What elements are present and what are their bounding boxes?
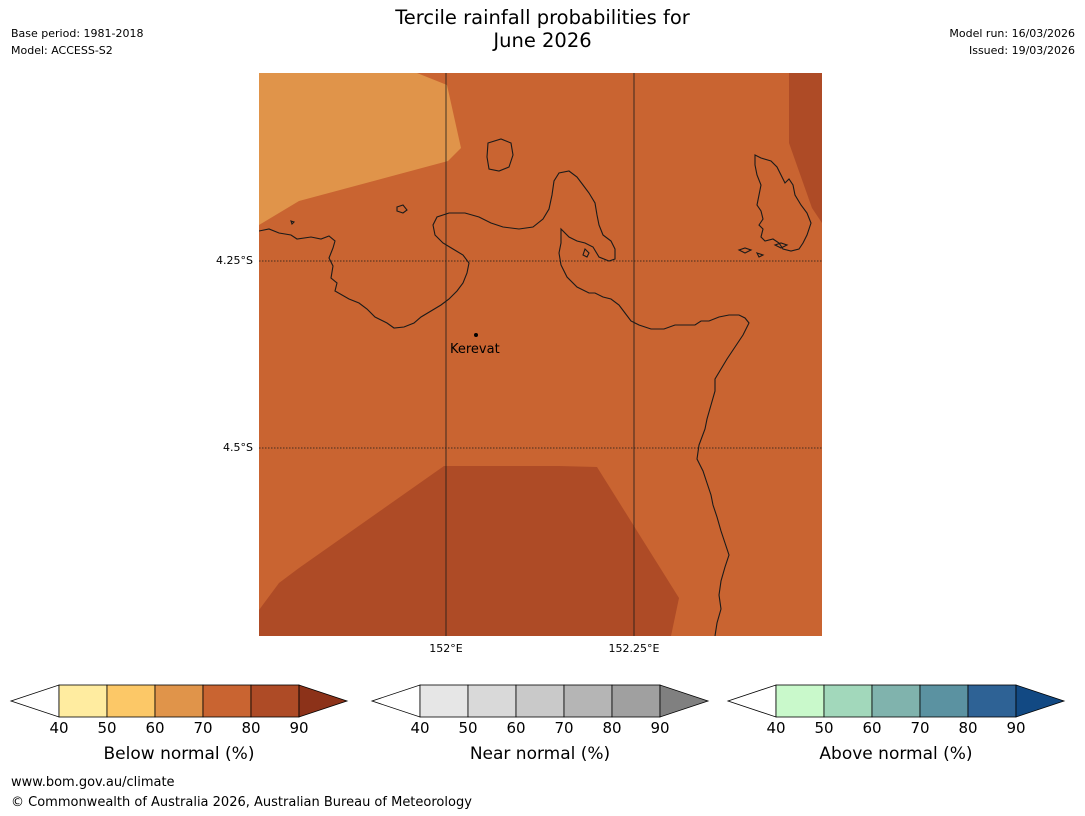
colorbar-segment xyxy=(106,684,156,718)
colorbar-extend-low xyxy=(9,684,60,718)
colorbar-extend-high xyxy=(1015,684,1066,718)
colorbar-tick-label: 60 xyxy=(506,719,526,737)
colorbar-tick-label: 70 xyxy=(193,719,213,737)
colorbar-near-normal xyxy=(370,684,710,718)
map-title: Tercile rainfall probabilities for June … xyxy=(0,6,1085,52)
city-label-kerevat: Kerevat xyxy=(450,342,500,357)
colorbars xyxy=(9,684,1066,718)
colorbar-extend-high xyxy=(659,684,710,718)
lat-label-4-5s: 4.5°S xyxy=(223,441,253,454)
colorbar-segment xyxy=(250,684,300,718)
rainfall-map[interactable] xyxy=(259,73,822,636)
lon-label-152e: 152°E xyxy=(429,642,463,655)
colorbar-segment xyxy=(967,684,1017,718)
colorbar-extend-low xyxy=(370,684,421,718)
region-60-70 xyxy=(259,73,461,225)
colorbar-segment xyxy=(823,684,873,718)
colorbar-segment xyxy=(611,684,661,718)
colorbar-tick-label: 40 xyxy=(410,719,430,737)
colorbar-tick-label: 50 xyxy=(97,719,117,737)
colorbar-tick-label: 70 xyxy=(910,719,930,737)
colorbar-label-below-normal: Below normal (%) xyxy=(103,744,255,764)
colorbar-tick-label: 60 xyxy=(862,719,882,737)
footer-copyright: © Commonwealth of Australia 2026, Austra… xyxy=(11,795,472,810)
colorbar-tick-label: 90 xyxy=(1006,719,1026,737)
colorbar-segment xyxy=(467,684,517,718)
colorbar-segment xyxy=(202,684,252,718)
colorbar-tick-label: 60 xyxy=(145,719,165,737)
coastline xyxy=(259,138,812,636)
colorbar-label-near-normal: Near normal (%) xyxy=(469,744,611,764)
model-text: Model: ACCESS-S2 xyxy=(11,44,113,57)
colorbar-segment xyxy=(515,684,565,718)
colorbar-segment xyxy=(419,684,469,718)
city-marker xyxy=(474,333,478,337)
metadata-right: Model run: 16/03/2026 Issued: 19/03/2026 xyxy=(949,25,1075,59)
title-line-1: Tercile rainfall probabilities for xyxy=(395,6,690,29)
colorbar-tick-label: 70 xyxy=(554,719,574,737)
colorbar-tick-label: 90 xyxy=(289,719,309,737)
colorbar-label-above-normal: Above normal (%) xyxy=(819,744,973,764)
title-line-2: June 2026 xyxy=(493,29,592,52)
colorbar-tick-label: 40 xyxy=(766,719,786,737)
model-run-text: Model run: 16/03/2026 xyxy=(949,27,1075,40)
colorbar-tick-label: 50 xyxy=(814,719,834,737)
colorbar-tick-label: 80 xyxy=(241,719,261,737)
colorbar-tick-label: 40 xyxy=(49,719,69,737)
region-80-90-south xyxy=(259,466,679,636)
colorbar-segment xyxy=(563,684,613,718)
colorbar-segment xyxy=(58,684,108,718)
region-80-90-northeast xyxy=(789,73,822,223)
base-period-text: Base period: 1981-2018 xyxy=(11,27,144,40)
colorbar-tick-label: 80 xyxy=(958,719,978,737)
colorbar-segment xyxy=(154,684,204,718)
lon-label-152-25e: 152.25°E xyxy=(608,642,660,655)
colorbar-tick-label: 80 xyxy=(602,719,622,737)
colorbar-segment xyxy=(871,684,921,718)
footer-url[interactable]: www.bom.gov.au/climate xyxy=(11,775,175,790)
lat-label-4-25s: 4.25°S xyxy=(216,254,253,267)
colorbar-segment xyxy=(775,684,825,718)
issued-text: Issued: 19/03/2026 xyxy=(968,44,1075,57)
graticule xyxy=(259,73,822,636)
colorbar-below-normal xyxy=(9,684,349,718)
colorbar-tick-label: 50 xyxy=(458,719,478,737)
colorbar-above-normal xyxy=(726,684,1066,718)
colorbar-extend-low xyxy=(726,684,777,718)
metadata-left: Base period: 1981-2018 Model: ACCESS-S2 xyxy=(11,25,143,59)
colorbar-extend-high xyxy=(298,684,349,718)
colorbar-tick-label: 90 xyxy=(650,719,670,737)
colorbar-segment xyxy=(919,684,969,718)
